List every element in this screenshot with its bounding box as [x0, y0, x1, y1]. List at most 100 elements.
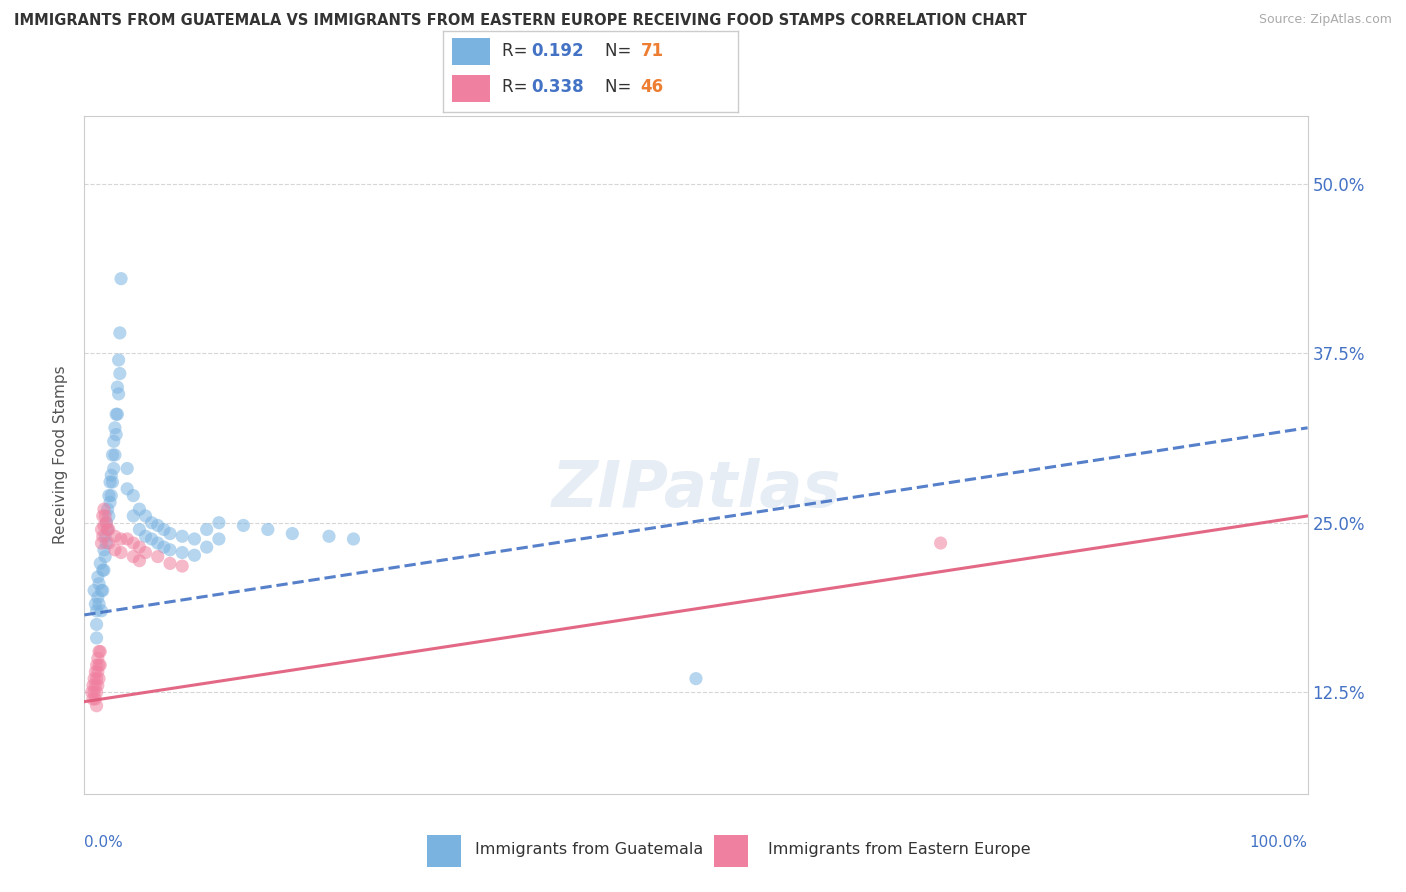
Point: [172, 559, 194, 574]
Point: [153, 540, 176, 554]
Point: [208, 516, 231, 530]
Point: [93, 518, 115, 533]
Point: [110, 271, 132, 285]
Point: [82, 678, 104, 692]
Point: [97, 508, 120, 523]
Point: [122, 508, 145, 523]
Point: [115, 482, 138, 496]
Point: [159, 526, 181, 541]
Point: [96, 536, 118, 550]
Point: [105, 427, 128, 442]
Point: [101, 475, 124, 489]
Point: [135, 508, 157, 523]
Point: [195, 540, 218, 554]
Point: [128, 540, 150, 554]
Point: [83, 685, 105, 699]
Point: [159, 542, 181, 557]
Point: [107, 353, 129, 368]
Text: 71: 71: [641, 42, 664, 61]
Point: [101, 448, 124, 462]
Point: [146, 536, 169, 550]
Point: [153, 523, 176, 537]
Text: ZIPatlas: ZIPatlas: [551, 458, 841, 520]
Point: [80, 685, 103, 699]
Point: [89, 557, 111, 571]
Point: [122, 549, 145, 564]
Point: [90, 536, 112, 550]
Point: [87, 651, 110, 665]
Point: [91, 563, 114, 577]
Point: [232, 518, 254, 533]
Point: [115, 532, 138, 546]
Point: [97, 536, 120, 550]
Point: [82, 692, 104, 706]
Point: [128, 554, 150, 568]
Point: [87, 672, 110, 686]
Point: [87, 658, 110, 673]
Point: [87, 644, 110, 658]
Point: [135, 529, 157, 543]
Point: [128, 502, 150, 516]
Point: [110, 532, 132, 546]
Point: [83, 672, 105, 686]
Bar: [451, 75, 491, 102]
Text: Immigrants from Eastern Europe: Immigrants from Eastern Europe: [768, 842, 1031, 857]
Point: [104, 529, 127, 543]
Text: N=: N=: [606, 42, 637, 61]
Point: [97, 502, 120, 516]
Point: [141, 516, 163, 530]
Point: [87, 665, 110, 679]
Point: [105, 380, 128, 394]
Text: 0.338: 0.338: [531, 78, 583, 96]
Point: [108, 326, 131, 340]
Y-axis label: Receiving Food Stamps: Receiving Food Stamps: [53, 366, 69, 544]
Point: [87, 570, 110, 584]
Point: [100, 489, 122, 503]
Point: [183, 532, 205, 546]
Point: [94, 549, 117, 564]
Point: [93, 542, 115, 557]
Point: [96, 516, 118, 530]
Point: [97, 523, 120, 537]
Point: [87, 597, 110, 611]
Point: [257, 523, 280, 537]
Point: [110, 545, 132, 559]
Point: [172, 545, 194, 559]
Point: [104, 421, 127, 435]
Point: [105, 407, 128, 421]
Point: [107, 387, 129, 401]
Point: [83, 583, 105, 598]
Point: [86, 617, 108, 632]
Point: [94, 529, 117, 543]
Text: N=: N=: [606, 78, 637, 96]
Point: [281, 526, 304, 541]
Point: [97, 523, 120, 537]
Point: [87, 591, 110, 605]
Point: [86, 604, 108, 618]
Point: [685, 672, 707, 686]
Point: [93, 563, 115, 577]
Point: [208, 532, 231, 546]
Point: [89, 644, 111, 658]
Point: [128, 523, 150, 537]
Point: [84, 678, 107, 692]
Bar: [451, 37, 491, 65]
Point: [105, 407, 128, 421]
Text: IMMIGRANTS FROM GUATEMALA VS IMMIGRANTS FROM EASTERN EUROPE RECEIVING FOOD STAMP: IMMIGRANTS FROM GUATEMALA VS IMMIGRANTS …: [14, 13, 1026, 29]
Point: [195, 523, 218, 537]
Point: [135, 545, 157, 559]
Point: [115, 461, 138, 475]
Point: [94, 508, 117, 523]
Point: [87, 678, 110, 692]
Point: [183, 548, 205, 562]
Point: [86, 658, 108, 673]
Point: [103, 434, 125, 449]
Text: Immigrants from Guatemala: Immigrants from Guatemala: [475, 842, 703, 857]
Point: [97, 523, 120, 537]
Point: [146, 518, 169, 533]
Point: [159, 557, 181, 571]
Point: [84, 665, 107, 679]
Point: [98, 495, 121, 509]
Point: [86, 672, 108, 686]
Point: [89, 658, 111, 673]
